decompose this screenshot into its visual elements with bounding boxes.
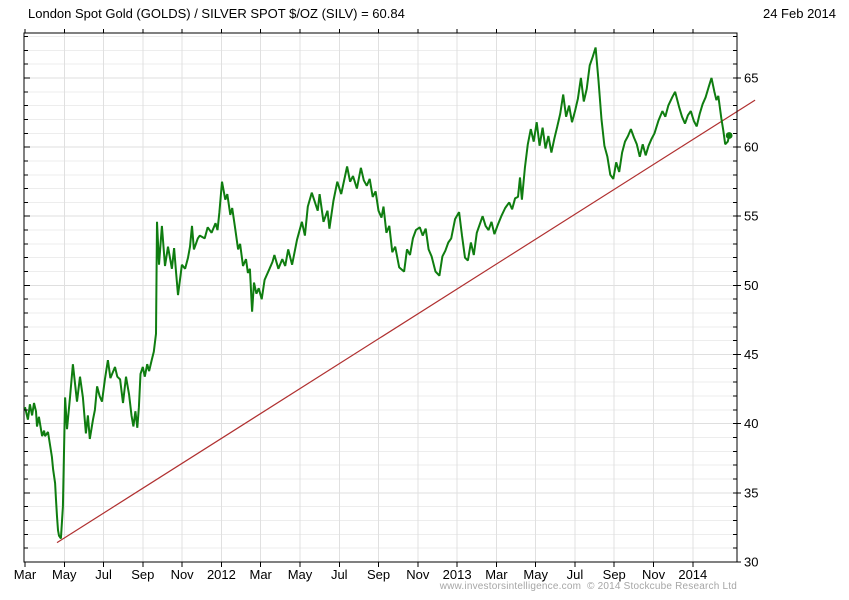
x-tick-label: Sep [603, 567, 626, 582]
trendline [56, 99, 756, 544]
x-tick-label: Mar [250, 567, 273, 582]
x-tick-label: Jul [567, 567, 584, 582]
x-tick-label: Nov [642, 567, 666, 582]
x-tick-label: Sep [131, 567, 154, 582]
y-tick-label: 30 [744, 555, 758, 570]
x-tick-label: Mar [14, 567, 37, 582]
footer-credit: www.investorsintelligence.com © 2014 Sto… [439, 581, 737, 592]
x-tick-label: Mar [485, 567, 508, 582]
x-tick-label: 2014 [678, 567, 707, 582]
x-tick-label: 2013 [443, 567, 472, 582]
plot-border [23, 32, 738, 563]
y-tick-label: 40 [744, 416, 758, 431]
y-tick-label: 55 [744, 209, 758, 224]
y-tick-label: 60 [744, 140, 758, 155]
x-tick-label: Nov [171, 567, 195, 582]
x-tick-label: Nov [406, 567, 430, 582]
x-tick-label: May [288, 567, 313, 582]
x-tick-label: Jul [331, 567, 348, 582]
chart-date: 24 Feb 2014 [762, 6, 836, 21]
x-tick-label: Jul [95, 567, 112, 582]
x-tick-label: Sep [367, 567, 390, 582]
x-tick-label: May [523, 567, 548, 582]
ratio-line [24, 47, 731, 540]
y-tick-label: 35 [744, 485, 758, 500]
y-tick-label: 45 [744, 347, 758, 362]
chart-title: London Spot Gold (GOLDS) / SILVER SPOT $… [28, 6, 405, 21]
y-tick-label: 50 [744, 278, 758, 293]
x-tick-label: May [52, 567, 77, 582]
last-value-dot [725, 132, 733, 139]
x-tick-label: 2012 [207, 567, 236, 582]
y-tick-label: 65 [744, 70, 758, 85]
